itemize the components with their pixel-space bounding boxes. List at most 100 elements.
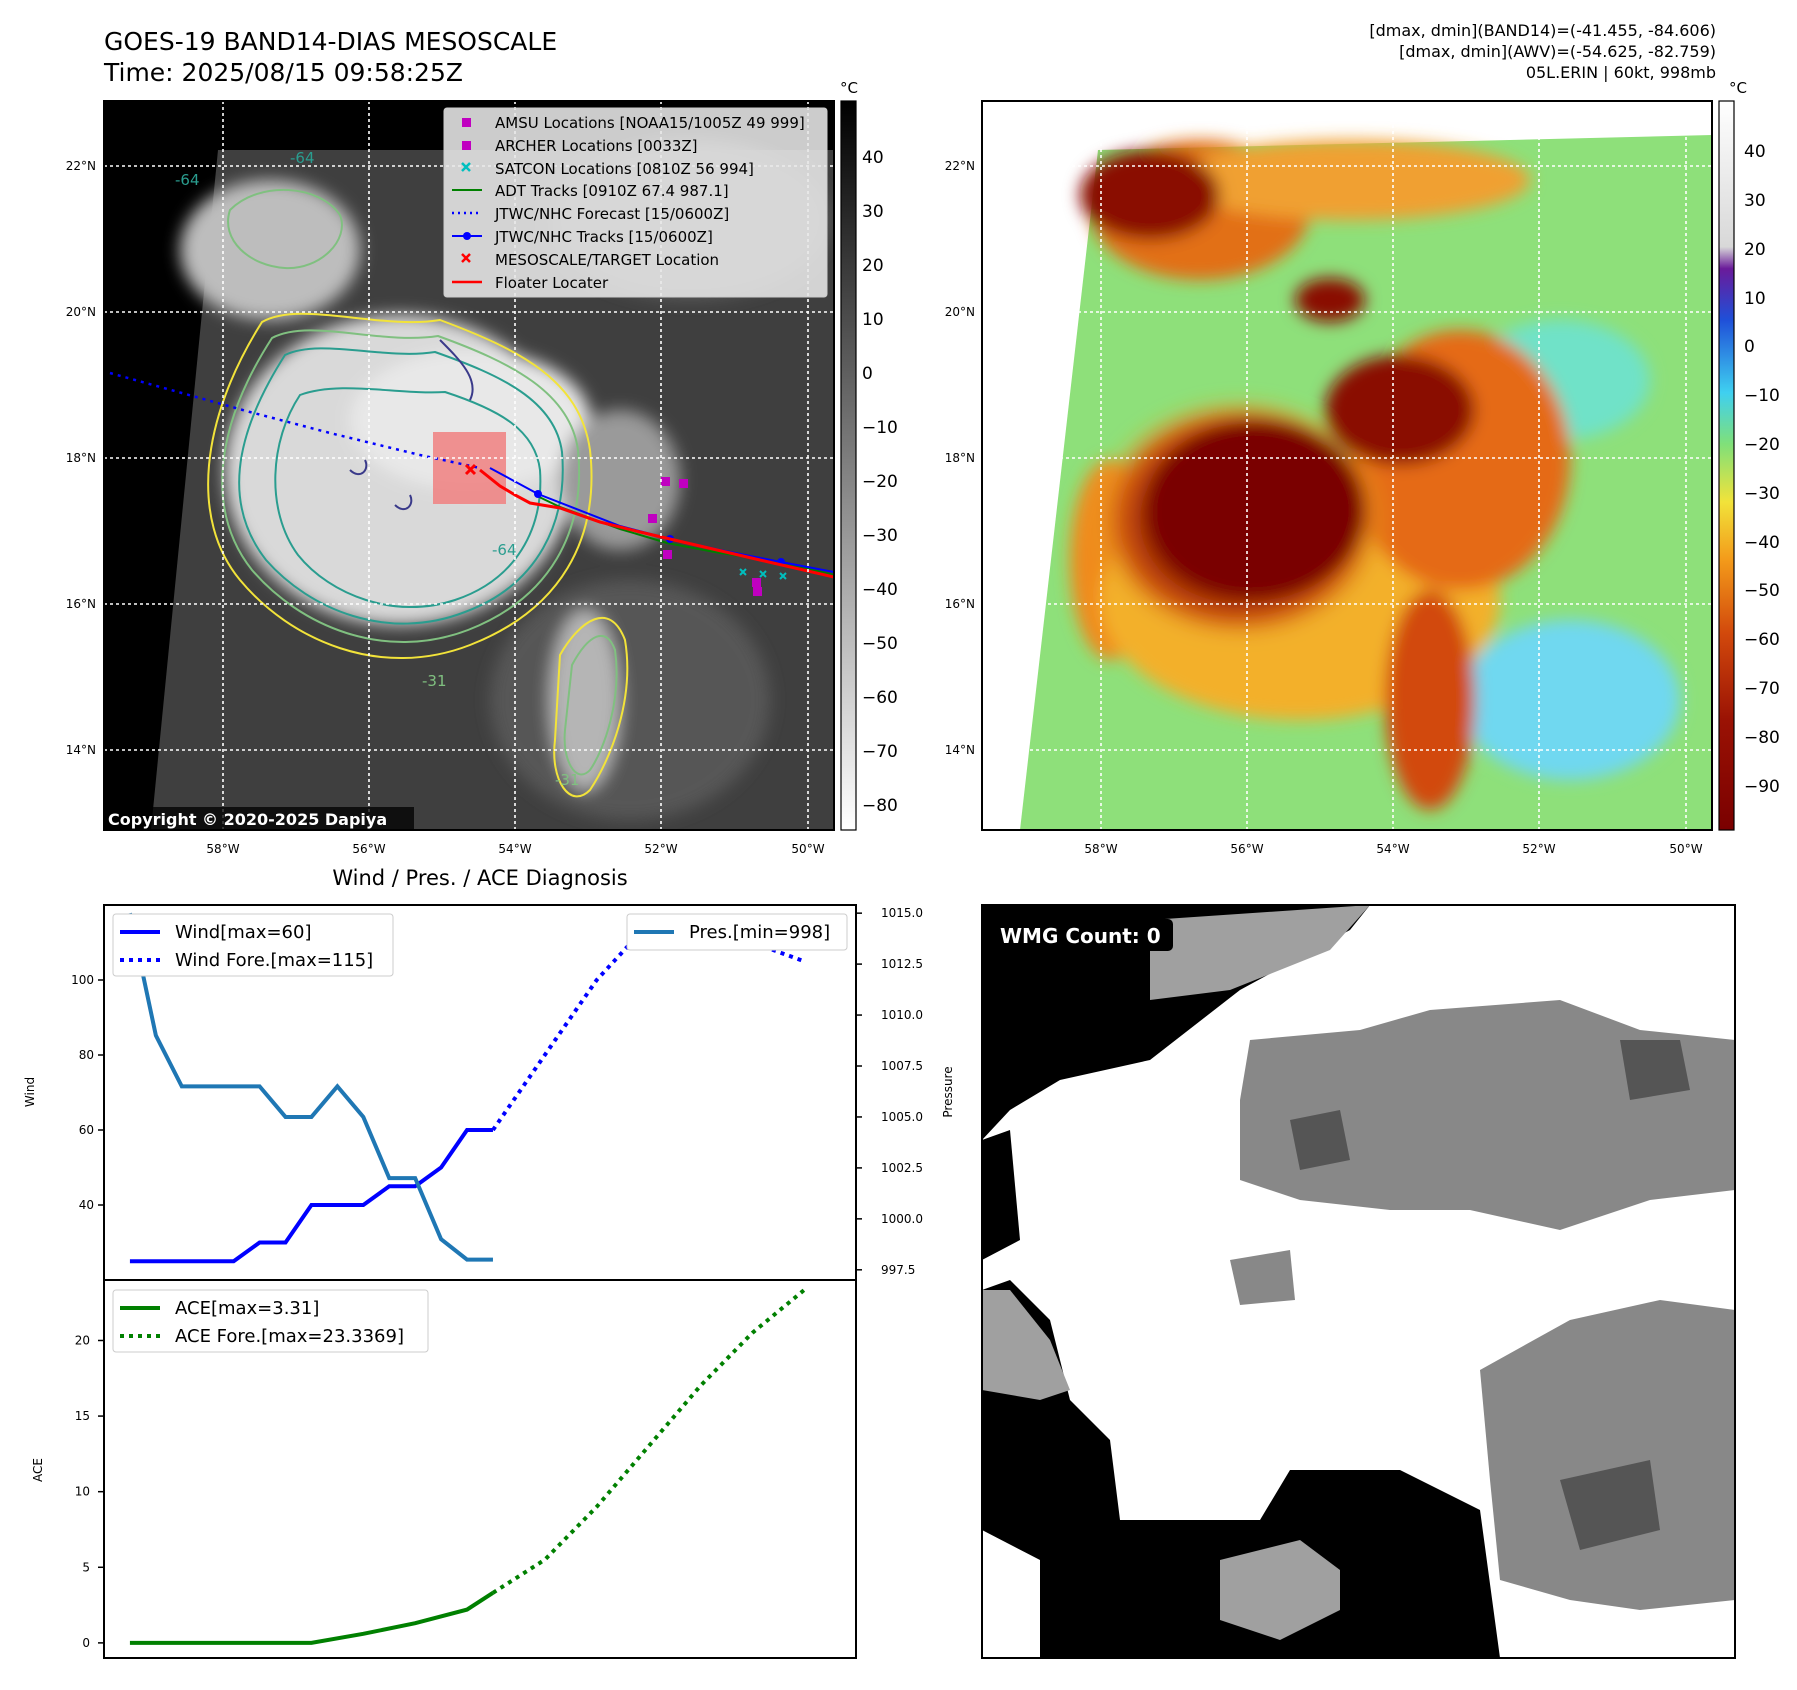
cb2-tick: 20 [1744,240,1766,260]
colorbar-unit: °C [840,79,858,97]
title-product: GOES-19 BAND14-DIAS MESOSCALE [104,27,558,56]
legend-floater: Floater Locater [495,274,609,292]
cb1-tick: 30 [862,202,884,222]
cb2-tick: −60 [1744,630,1780,650]
ace-tick-label: 15 [75,1409,90,1423]
pressure-tick-label: 1002.5 [881,1161,923,1175]
map1-axis-labels: 22°N 20°N 18°N 16°N 14°N 58°W 56°W 54°W … [66,159,825,856]
lon-label: 54°W [498,842,531,856]
cb2-tick: 10 [1744,289,1766,309]
cb2-tick: −90 [1744,777,1780,797]
wind-tick-label: 40 [79,1198,94,1212]
cb1-tick: 20 [862,256,884,276]
cb1-tick: −80 [862,796,898,816]
lat-label: 16°N [66,597,96,611]
cb1-tick: −20 [862,472,898,492]
lon-label: 50°W [791,842,824,856]
cb2-tick: 40 [1744,142,1766,162]
legend-pressure: Pres.[min=998] [689,922,830,943]
legend-satcon: SATCON Locations [0810Z 56 994] [495,160,754,178]
colorbar-color: °C 40 30 20 10 0 −10 −20 −30 −40 −50 −60… [1718,79,1780,831]
wind-tick-label: 80 [79,1048,94,1062]
lon-label: 50°W [1669,842,1702,856]
legend-amsu-icon [462,118,471,127]
ace-series-line-0 [129,1591,495,1645]
contour-label-1: -64 [290,149,315,167]
lat-label: 14°N [945,743,975,757]
cb1-tick: −30 [862,526,898,546]
lon-label: 52°W [1522,842,1555,856]
copyright-text: Copyright © 2020-2025 Dapiya [108,810,387,829]
contour-label-3: -64 [492,541,517,559]
amsu-archer-markers [648,477,762,596]
ace-tick-label: 10 [75,1485,90,1499]
ace-tick-label: 5 [82,1560,90,1574]
cloud-top-contours [207,189,629,798]
info-storm: 05L.ERIN | 60kt, 998mb [1525,63,1716,82]
cb1-tick: −10 [862,418,898,438]
ace-series-line-1 [491,1288,806,1595]
legend-target-icon [461,253,471,263]
pressure-tick-label: 1000.0 [881,1212,923,1226]
pressure-tick-label: 1005.0 [881,1110,923,1124]
wind-tick-label: 100 [71,973,94,987]
lat-label: 20°N [66,305,96,319]
target-marker [464,463,477,476]
wind-pressure-panel: 40 60 80 100 997.5 1000.0 1002.5 1005.0 1007.5 1… [23,904,955,1281]
lon-label: 56°W [352,842,385,856]
pressure-tick-label: 997.5 [881,1263,915,1277]
cb2-tick: −40 [1744,533,1780,553]
legend-forecast: JTWC/NHC Forecast [15/0600Z] [494,205,729,223]
chart-title: GOES-19 BAND14-DIAS MESOSCALE Time: 2025… [104,26,557,88]
ace-tick-label: 20 [75,1333,90,1347]
lat-label: 18°N [66,451,96,465]
diagnostic-info: [dmax, dmin](BAND14)=(-41.455, -84.606) … [1369,20,1716,83]
contour-label-5: -31 [555,771,580,789]
legend-target: MESOSCALE/TARGET Location [495,251,719,269]
legend-archer: ARCHER Locations [0033Z] [495,137,698,155]
pressure-axis-label: Pressure [941,1066,955,1117]
pressure-tick-label: 1007.5 [881,1059,923,1073]
legend-tracks: JTWC/NHC Tracks [15/0600Z] [494,228,713,246]
ace-tick-label: 0 [82,1636,90,1650]
wmg-gray-region [1240,1000,1735,1230]
cb1-tick: 0 [862,364,873,384]
pressure-tick-label: 1015.0 [881,906,923,920]
lon-label: 52°W [644,842,677,856]
pressure-tick-label: 1010.0 [881,1008,923,1022]
lon-label: 58°W [1084,842,1117,856]
legend-archer-icon [462,141,471,150]
lat-label: 22°N [66,159,96,173]
cb2-tick: −50 [1744,581,1780,601]
wind-legend: Wind[max=60] Wind Fore.[max=115] [112,913,394,977]
lat-label: 16°N [945,597,975,611]
cb1-tick: −50 [862,634,898,654]
legend-ace-fore: ACE Fore.[max=23.3369] [175,1326,404,1347]
cb2-tick: 0 [1744,337,1755,357]
legend-amsu: AMSU Locations [NOAA15/1005Z 49 999] [495,114,805,132]
title-time: Time: 2025/08/15 09:58:25Z [104,58,463,87]
lon-label: 56°W [1230,842,1263,856]
info-awv: [dmax, dmin](AWV)=(-54.625, -82.759) [1399,42,1716,61]
contour-label-4: -31 [422,672,447,690]
legend-ace: ACE[max=3.31] [175,1298,319,1319]
cb1-tick: 40 [862,148,884,168]
forecast-track [109,371,481,470]
map2-gridlines [982,101,1712,830]
wind-tick-label: 60 [79,1123,94,1137]
cb2-tick: 30 [1744,191,1766,211]
legend-wind-fore: Wind Fore.[max=115] [175,950,373,971]
wind-series-line-1 [491,921,805,1132]
pressure-legend: Pres.[min=998] [626,913,848,951]
map-legend: AMSU Locations [NOAA15/1005Z 49 999] ARC… [443,107,828,298]
legend-satcon-icon [461,162,471,172]
ace-axis-label: ACE [31,1458,45,1482]
cb1-tick: −40 [862,580,898,600]
diagnosis-title: Wind / Pres. / ACE Diagnosis [332,866,627,890]
cb2-tick: −80 [1744,728,1780,748]
wmg-count: WMG Count: 0 [1000,924,1161,948]
colorbar-gray: °C 40 30 20 10 0 −10 −20 −30 −40 −50 −60… [840,79,898,831]
wind-series-line-0 [129,1128,493,1264]
lat-label: 18°N [945,451,975,465]
